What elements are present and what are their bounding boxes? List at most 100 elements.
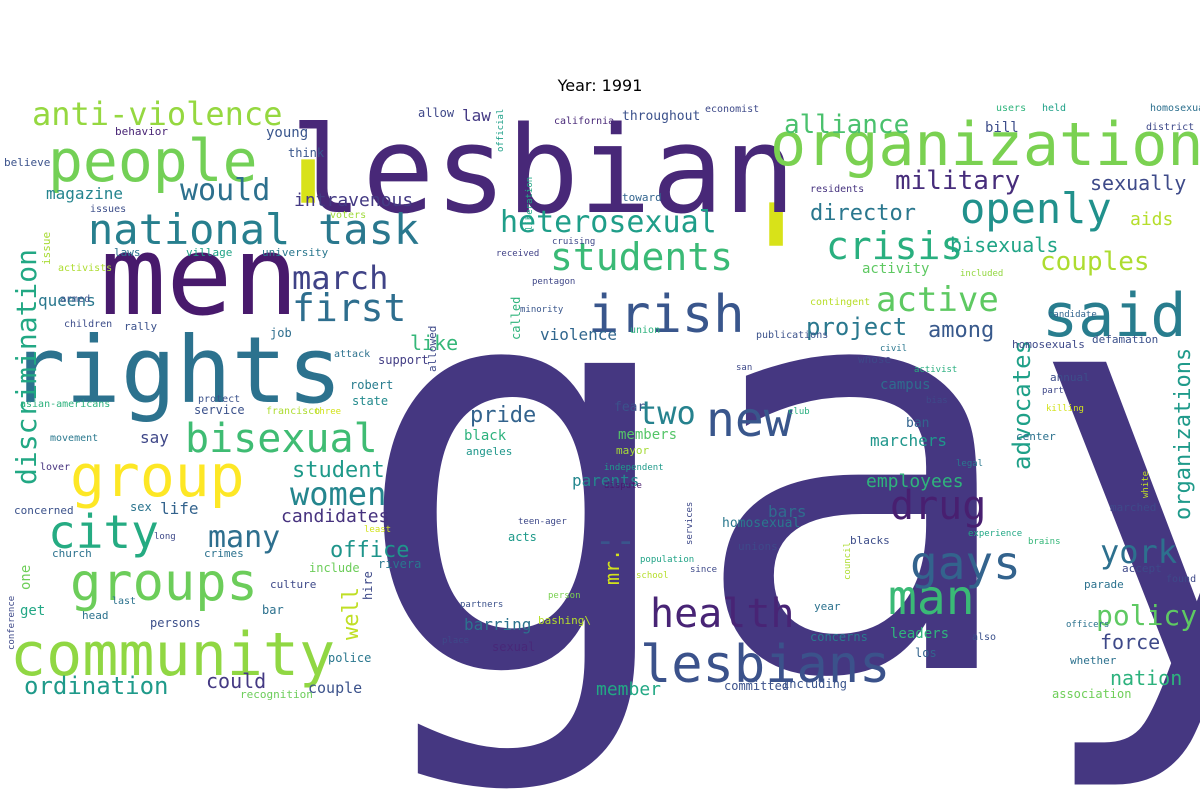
word-46: advocates	[1008, 340, 1036, 470]
word-126: children	[64, 319, 112, 330]
word-166: legal	[956, 459, 983, 469]
word-75: bars	[768, 502, 807, 521]
word-137: union	[630, 325, 660, 336]
word-80: bill	[985, 120, 1019, 136]
word-37: military	[895, 166, 1020, 196]
word-5: rights	[10, 317, 342, 424]
word-117: believe	[4, 156, 50, 169]
word-58: nation	[1110, 666, 1182, 690]
word-157: services	[685, 502, 695, 545]
word-60: could	[206, 669, 266, 693]
word-48: sexually	[1090, 171, 1186, 195]
word-141: included	[960, 269, 1003, 279]
word-193: attack	[334, 349, 370, 360]
word-104: concerns	[810, 630, 868, 644]
word-14: health	[650, 591, 795, 637]
word-33: many	[208, 520, 280, 555]
word-173: parade	[1084, 578, 1124, 591]
word-131: pentagon	[532, 277, 575, 287]
word-187: least	[364, 525, 391, 535]
word-149: killing	[1046, 404, 1084, 414]
word-177: club	[788, 407, 810, 417]
word-138: residents	[810, 184, 864, 195]
word-94: service	[194, 403, 245, 417]
word-194: partners	[460, 600, 503, 610]
word-49: ordination	[24, 672, 169, 700]
word-139: contingent	[810, 297, 870, 308]
word-114: held	[1042, 103, 1066, 114]
word-146: activist	[914, 365, 957, 375]
word-85: campus	[880, 377, 931, 393]
word-77: black	[464, 428, 507, 444]
word-181: asian-americans	[20, 399, 110, 410]
word-25: crisis	[826, 224, 963, 268]
word-133: liberation	[525, 177, 535, 231]
word-145: civil	[880, 344, 907, 354]
word-161: since	[690, 565, 717, 575]
word-148: part	[1042, 386, 1064, 396]
word-89: persons	[150, 616, 201, 630]
word-186: crimes	[204, 547, 244, 560]
word-95: allow	[418, 106, 455, 120]
word-86: ban	[906, 416, 929, 431]
word-71: one	[18, 565, 34, 590]
word-109: recognition	[240, 688, 313, 701]
word-40: policy	[1096, 599, 1197, 632]
word-154: angeles	[466, 445, 512, 458]
word-31: discrimination	[10, 249, 43, 485]
word-27: heterosexual	[500, 205, 717, 240]
word-120: voters	[330, 210, 366, 221]
word-152: fear	[614, 400, 645, 415]
word-43: aids	[1130, 209, 1173, 230]
word-8: said	[1042, 281, 1187, 351]
word-142: candidate	[1048, 310, 1097, 320]
word-143: homosexuals	[1012, 338, 1085, 351]
word-115: homosexuality	[1150, 103, 1200, 114]
word-6: organization	[770, 110, 1200, 180]
word-79: leaders	[890, 626, 949, 642]
word-118: issue	[40, 232, 53, 265]
word-15: national	[88, 205, 290, 254]
word-168: marched	[1110, 501, 1156, 514]
word-90: los	[915, 646, 937, 660]
word-106: including	[782, 677, 847, 691]
word-134: official	[496, 109, 506, 152]
word-127: rally	[124, 320, 157, 333]
word-195: person	[548, 591, 581, 601]
word-87: homosexual	[722, 516, 800, 531]
word-160: school	[636, 571, 669, 581]
word-167: white	[1141, 471, 1151, 498]
word-98: include	[309, 561, 360, 575]
word-122: village	[186, 246, 232, 259]
word-196: bashing\	[538, 614, 591, 627]
word-61: well	[339, 587, 364, 640]
word-185: long	[154, 532, 176, 542]
word-35: active	[876, 280, 999, 320]
chart-title: Year: 1991	[557, 76, 643, 95]
word-175: officers	[1066, 620, 1109, 630]
word-151: whose	[858, 353, 891, 366]
word-119: issues	[90, 204, 126, 215]
word-184: concerned	[14, 504, 74, 517]
word-39: york	[1100, 533, 1177, 571]
word-38: couples	[1040, 247, 1150, 277]
word-32: would	[180, 173, 270, 208]
word-170: brains	[1028, 537, 1061, 547]
word-178: francisco	[266, 406, 320, 417]
word-28: anti-violence	[32, 95, 282, 133]
word-102: hire	[361, 571, 375, 600]
word-176: san	[736, 363, 752, 373]
word-73: marchers	[870, 431, 947, 450]
word-190: last	[112, 596, 136, 607]
word-54: intravenous	[294, 190, 413, 211]
word-70: say	[140, 428, 169, 447]
word-88: robert	[350, 378, 393, 392]
word-144: defamation	[1092, 333, 1158, 346]
word-12: irish	[588, 285, 745, 345]
word-192: conference	[7, 596, 17, 650]
word-81: young	[266, 125, 308, 141]
word-84: activity	[862, 261, 929, 277]
word-150: bias	[926, 396, 948, 406]
word-17: openly	[960, 184, 1112, 233]
